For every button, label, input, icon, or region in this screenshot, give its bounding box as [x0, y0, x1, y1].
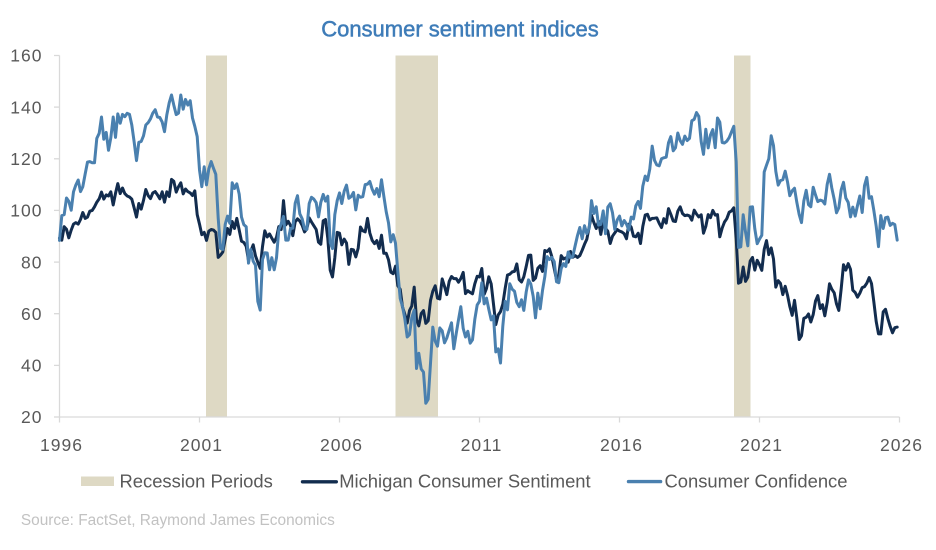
svg-text:100: 100: [10, 201, 42, 221]
svg-text:Consumer Confidence: Consumer Confidence: [665, 471, 848, 492]
svg-text:2001: 2001: [180, 435, 223, 455]
svg-text:Michigan Consumer Sentiment: Michigan Consumer Sentiment: [339, 471, 590, 492]
svg-text:2006: 2006: [320, 435, 363, 455]
svg-text:140: 140: [10, 97, 42, 117]
svg-text:1996: 1996: [40, 435, 83, 455]
svg-text:2026: 2026: [880, 435, 923, 455]
svg-text:20: 20: [21, 407, 42, 427]
svg-text:Recession Periods: Recession Periods: [120, 471, 273, 492]
svg-text:2016: 2016: [600, 435, 643, 455]
svg-text:Source: FactSet, Raymond James: Source: FactSet, Raymond James Economics: [21, 512, 335, 529]
svg-text:80: 80: [21, 252, 42, 272]
svg-text:40: 40: [21, 356, 42, 376]
svg-text:120: 120: [10, 149, 42, 169]
svg-text:Consumer sentiment indices: Consumer sentiment indices: [321, 17, 599, 42]
svg-text:2011: 2011: [461, 435, 503, 455]
svg-text:2021: 2021: [740, 435, 783, 455]
svg-text:60: 60: [21, 304, 42, 324]
svg-text:160: 160: [10, 46, 42, 66]
